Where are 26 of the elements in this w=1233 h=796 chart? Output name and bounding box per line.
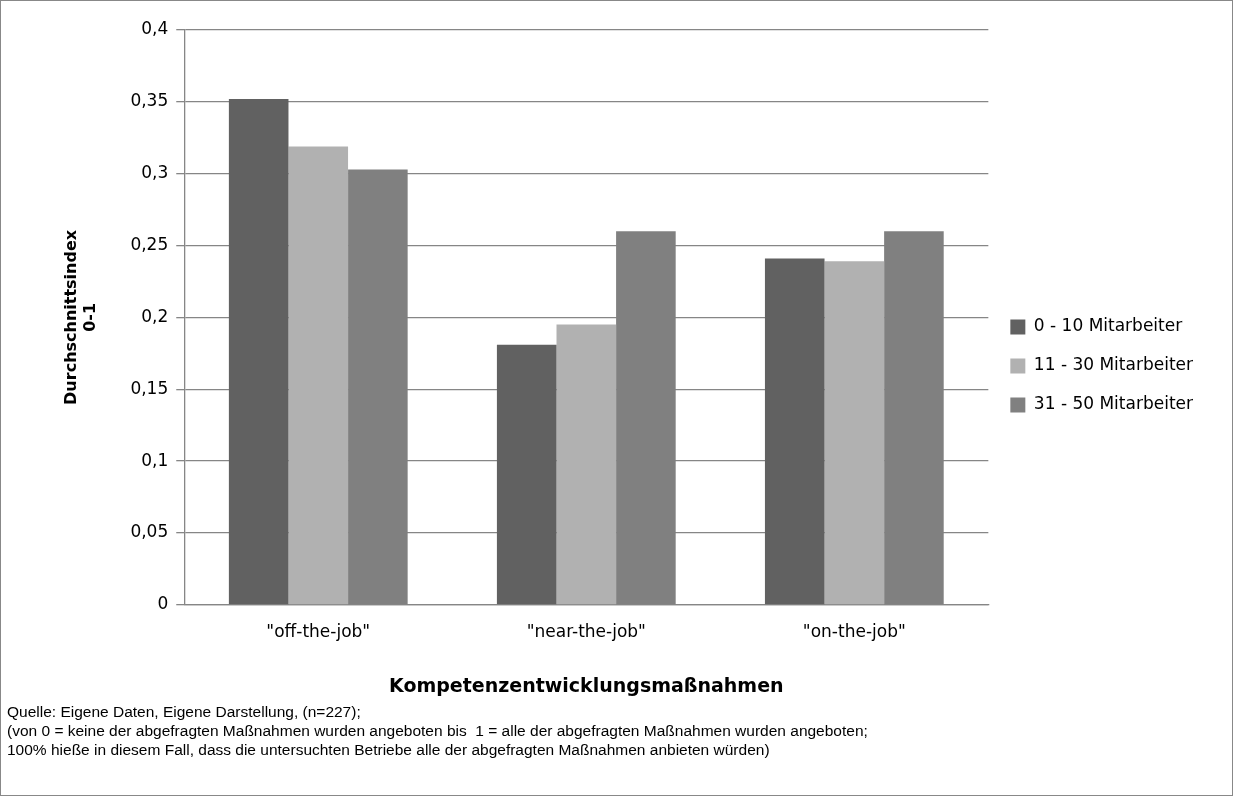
x-tick-label: "near-the-job" [526, 621, 646, 642]
text: 100% hieße in diesem Fall, dass die untersuchten Betriebe alle der abgefragten Maßnahmen anbieten würden) [7, 740, 771, 759]
legend-label: 11 - 30 Mitarbeiter [1033, 354, 1194, 375]
source-note: Quelle: Eigene Daten, Eigene Darstellung, (n=227); [7, 702, 362, 721]
y-tick-label: 0,1 [141, 449, 169, 470]
y-tick-label: 0,15 [130, 377, 169, 398]
y-tick-label: 0,4 [141, 18, 169, 39]
y-tick-label: 0,05 [130, 521, 169, 542]
text: (von 0 = keine der abgefragten Maßnahmen wurden angeboten bis 1 = alle der abgefragten Maßnahmen wurden angeboten; [7, 721, 868, 740]
y-tick-label: 0 [157, 593, 169, 614]
y-tick-label: 0,2 [141, 305, 169, 326]
x-axis-title: Kompetenzentwicklungsmaßnahmen [389, 673, 784, 696]
bar [556, 324, 617, 605]
y-axis-title: Durchschnittsindex 0-1 [60, 229, 99, 405]
y-tick-label: 0,3 [141, 162, 169, 183]
bar [496, 344, 557, 605]
bar [228, 98, 289, 605]
bar [824, 261, 885, 605]
legend-label: 31 - 50 Mitarbeiter [1033, 393, 1194, 414]
bar [288, 146, 349, 605]
y-tick-label: 0,25 [130, 233, 169, 254]
x-tick-label: "off-the-job" [266, 621, 371, 642]
bar [764, 258, 825, 605]
y-tick-label: 0,35 [130, 90, 169, 111]
x-tick-label: "on-the-job" [802, 621, 906, 642]
legend-label: 0 - 10 Mitarbeiter [1033, 315, 1183, 336]
